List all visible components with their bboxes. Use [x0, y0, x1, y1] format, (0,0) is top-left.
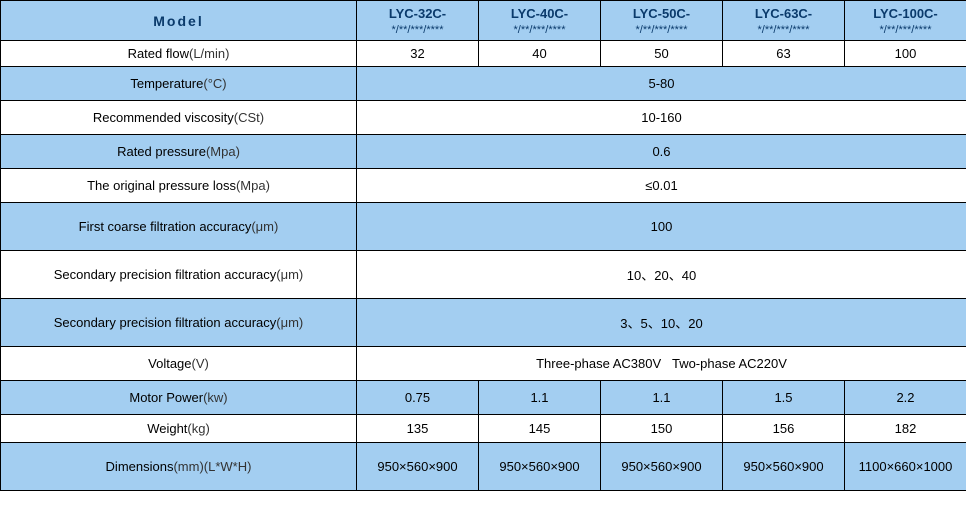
model-name-3: LYC-63C-: [755, 6, 812, 21]
val-weight-4: 182: [845, 415, 966, 443]
val-sec-prec-2: 3、5、10、20: [357, 299, 966, 347]
model-sub-4: */**/***/****: [880, 24, 932, 36]
val-pressure-loss: ≤0.01: [357, 169, 966, 203]
model-sub-0: */**/***/****: [392, 24, 444, 36]
val-first-coarse: 100: [357, 203, 966, 251]
header-model-label: Model: [1, 1, 357, 41]
val-motor-power-3: 1.5: [723, 381, 845, 415]
header-model-3: LYC-63C- */**/***/****: [723, 1, 845, 41]
val-motor-power-0: 0.75: [357, 381, 479, 415]
header-model-1: LYC-40C- */**/***/****: [479, 1, 601, 41]
label-viscosity: Recommended viscosity(CSt): [1, 101, 357, 135]
val-rated-flow-0: 32: [357, 41, 479, 67]
val-dimensions-0: 950×560×900: [357, 443, 479, 491]
label-dimensions: Dimensions(mm)(L*W*H): [1, 443, 357, 491]
val-rated-flow-1: 40: [479, 41, 601, 67]
model-name-0: LYC-32C-: [389, 6, 446, 21]
val-motor-power-1: 1.1: [479, 381, 601, 415]
label-weight: Weight(kg): [1, 415, 357, 443]
val-rated-flow-2: 50: [601, 41, 723, 67]
val-temperature: 5-80: [357, 67, 966, 101]
model-sub-2: */**/***/****: [636, 24, 688, 36]
val-rated-pressure: 0.6: [357, 135, 966, 169]
label-voltage: Voltage(V): [1, 347, 357, 381]
val-weight-1: 145: [479, 415, 601, 443]
model-sub-1: */**/***/****: [514, 24, 566, 36]
val-voltage: Three-phase AC380V Two-phase AC220V: [357, 347, 966, 381]
val-dimensions-2: 950×560×900: [601, 443, 723, 491]
val-motor-power-2: 1.1: [601, 381, 723, 415]
label-sec-prec-2: Secondary precision filtration accuracy(…: [1, 299, 357, 347]
model-name-4: LYC-100C-: [873, 6, 938, 21]
val-motor-power-4: 2.2: [845, 381, 966, 415]
header-model-4: LYC-100C- */**/***/****: [845, 1, 966, 41]
val-weight-0: 135: [357, 415, 479, 443]
label-first-coarse: First coarse filtration accuracy(μm): [1, 203, 357, 251]
label-pressure-loss: The original pressure loss(Mpa): [1, 169, 357, 203]
val-weight-2: 150: [601, 415, 723, 443]
val-dimensions-4: 1100×660×1000: [845, 443, 966, 491]
label-motor-power: Motor Power(kw): [1, 381, 357, 415]
label-rated-flow: Rated flow(L/min): [1, 41, 357, 67]
header-model-2: LYC-50C- */**/***/****: [601, 1, 723, 41]
label-sec-prec-1: Secondary precision filtration accuracy(…: [1, 251, 357, 299]
val-dimensions-3: 950×560×900: [723, 443, 845, 491]
val-dimensions-1: 950×560×900: [479, 443, 601, 491]
val-viscosity: 10-160: [357, 101, 966, 135]
header-model-0: LYC-32C- */**/***/****: [357, 1, 479, 41]
label-rated-pressure: Rated pressure(Mpa): [1, 135, 357, 169]
spec-table: Model LYC-32C- */**/***/**** LYC-40C- */…: [0, 0, 966, 491]
val-sec-prec-1: 10、20、40: [357, 251, 966, 299]
model-name-2: LYC-50C-: [633, 6, 690, 21]
val-weight-3: 156: [723, 415, 845, 443]
model-name-1: LYC-40C-: [511, 6, 568, 21]
label-temperature: Temperature(°C): [1, 67, 357, 101]
model-sub-3: */**/***/****: [758, 24, 810, 36]
val-rated-flow-4: 100: [845, 41, 966, 67]
val-rated-flow-3: 63: [723, 41, 845, 67]
